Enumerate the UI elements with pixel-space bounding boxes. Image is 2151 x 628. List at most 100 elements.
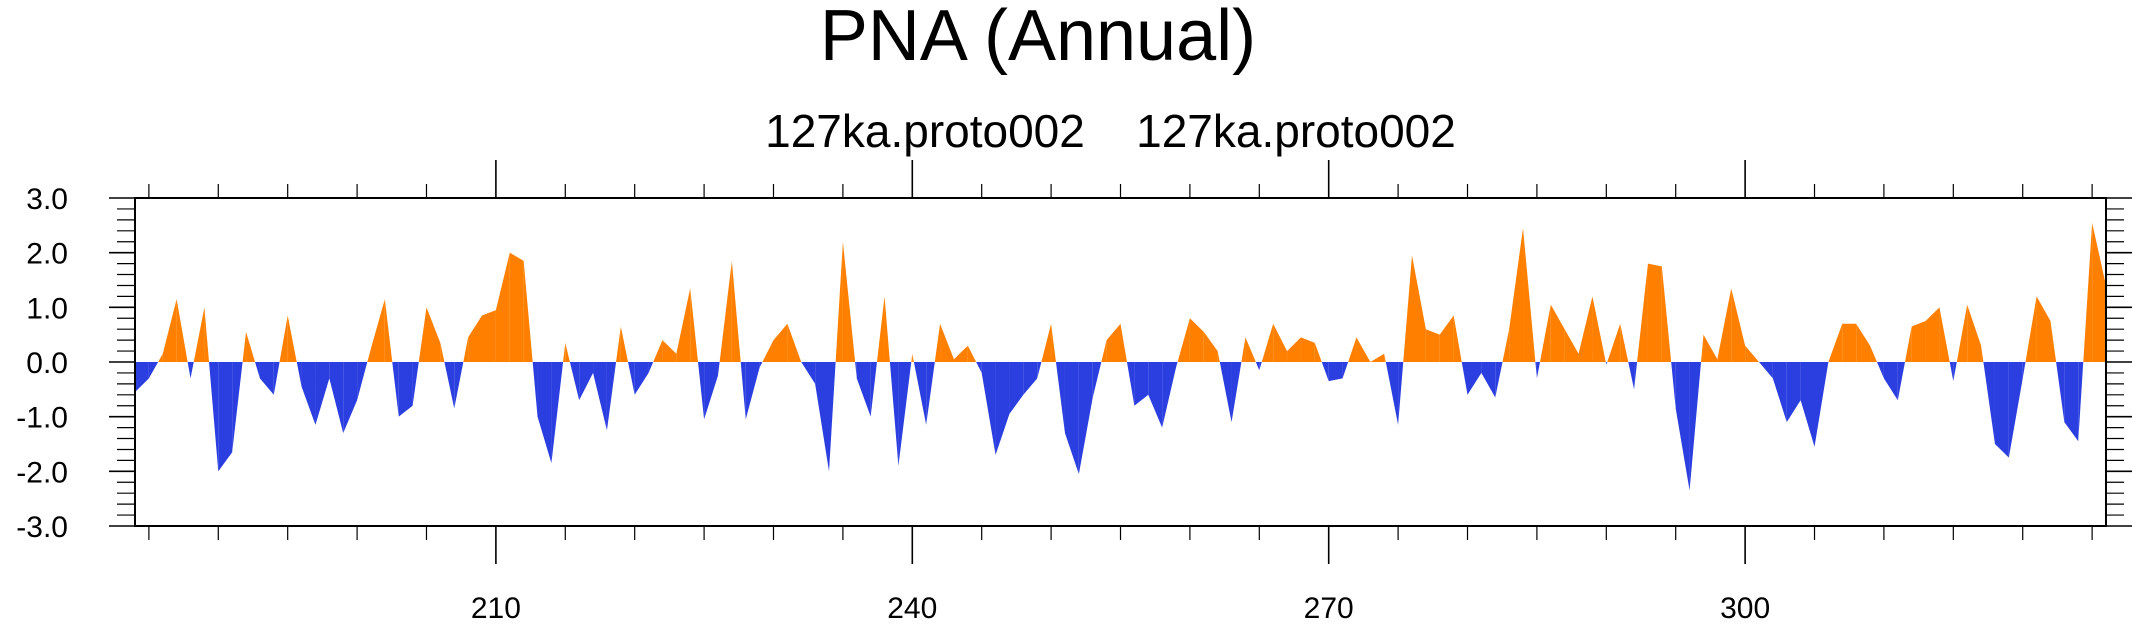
area-segment-54 bbox=[634, 362, 649, 395]
area-segment-83 bbox=[911, 353, 913, 362]
area-segment-98 bbox=[1051, 323, 1056, 362]
area-segment-200 bbox=[2064, 362, 2079, 442]
area-segment-76 bbox=[855, 362, 857, 379]
area-segment-147 bbox=[1535, 362, 1537, 379]
x-tick-label-2: 270 bbox=[1304, 592, 1354, 625]
area-segment-179 bbox=[1870, 345, 1877, 362]
area-segment-175 bbox=[1814, 362, 1829, 447]
area-segment-32 bbox=[426, 307, 441, 362]
area-segment-164 bbox=[1675, 362, 1690, 491]
area-segment-78 bbox=[870, 362, 877, 417]
area-segment-170 bbox=[1745, 345, 1759, 362]
area-segment-24 bbox=[357, 362, 368, 401]
plot-frame bbox=[134, 197, 2107, 527]
area-segment-152 bbox=[1578, 296, 1593, 362]
area-segment-177 bbox=[1842, 323, 1857, 362]
area-segment-110 bbox=[1176, 362, 1178, 368]
area-segment-150 bbox=[1550, 304, 1565, 362]
area-segment-45 bbox=[563, 342, 566, 362]
area-segment-21 bbox=[315, 362, 330, 425]
area-segment-139 bbox=[1453, 315, 1462, 362]
area-segment-198 bbox=[2050, 321, 2057, 362]
area-segment-191 bbox=[1981, 345, 1984, 362]
area-segment-178 bbox=[1856, 323, 1871, 362]
area-segment-77 bbox=[856, 362, 871, 417]
area-segment-91 bbox=[976, 362, 982, 373]
area-segment-15 bbox=[259, 362, 274, 395]
area-segment-97 bbox=[1041, 323, 1052, 362]
area-segment-10 bbox=[218, 362, 233, 472]
area-segment-67 bbox=[759, 362, 763, 368]
area-segment-180 bbox=[1876, 362, 1884, 379]
area-segment-2 bbox=[158, 353, 163, 362]
area-segment-171 bbox=[1758, 362, 1773, 379]
area-segment-62 bbox=[717, 362, 720, 376]
area-segment-189 bbox=[1956, 304, 1968, 362]
area-segment-124 bbox=[1300, 337, 1315, 362]
area-segment-14 bbox=[255, 362, 260, 379]
area-segment-115 bbox=[1219, 362, 1232, 423]
area-segment-140 bbox=[1461, 362, 1468, 395]
area-segment-193 bbox=[1994, 362, 2009, 458]
area-segment-26 bbox=[370, 299, 385, 362]
area-segment-138 bbox=[1439, 315, 1454, 362]
area-segment-117 bbox=[1241, 337, 1246, 362]
area-segment-81 bbox=[889, 362, 899, 466]
area-segment-35 bbox=[454, 362, 464, 409]
area-segment-80 bbox=[884, 296, 890, 362]
area-segment-166 bbox=[1701, 334, 1704, 362]
area-segment-158 bbox=[1628, 362, 1635, 390]
x-tick-label-1: 240 bbox=[887, 592, 937, 625]
area-segment-30 bbox=[412, 362, 419, 406]
area-segment-186 bbox=[1939, 307, 1950, 362]
area-segment-100 bbox=[1064, 362, 1079, 475]
area-segment-113 bbox=[1203, 331, 1218, 362]
area-segment-64 bbox=[731, 260, 741, 362]
area-segment-173 bbox=[1786, 362, 1801, 423]
area-segment-142 bbox=[1481, 362, 1496, 398]
chart-subtitle-right: 127ka.proto002 bbox=[1136, 105, 1456, 157]
x-axis-tick-labels: 210 240 270 300 bbox=[471, 592, 1770, 625]
area-segment-176 bbox=[1828, 323, 1843, 362]
area-segment-17 bbox=[279, 315, 288, 362]
area-segment-123 bbox=[1287, 337, 1301, 362]
area-segment-167 bbox=[1703, 334, 1718, 362]
area-segment-165 bbox=[1689, 362, 1702, 491]
area-segment-25 bbox=[367, 348, 371, 362]
area-segment-29 bbox=[398, 362, 413, 417]
area-segment-172 bbox=[1772, 362, 1787, 423]
area-segment-196 bbox=[2025, 296, 2037, 362]
area-segment-85 bbox=[913, 362, 927, 425]
area-segment-203 bbox=[2092, 222, 2106, 362]
area-segment-162 bbox=[1661, 266, 1672, 362]
area-segment-82 bbox=[898, 362, 912, 466]
area-segment-133 bbox=[1385, 362, 1399, 425]
area-segment-146 bbox=[1523, 228, 1536, 362]
area-segment-109 bbox=[1162, 362, 1177, 428]
area-segment-106 bbox=[1126, 362, 1135, 406]
major-ticks bbox=[109, 160, 2132, 564]
area-segment-88 bbox=[940, 323, 954, 362]
area-segment-34 bbox=[444, 362, 455, 409]
area-segment-43 bbox=[537, 362, 552, 464]
area-segment-201 bbox=[2078, 362, 2084, 442]
area-segment-41 bbox=[523, 260, 533, 362]
area-segment-128 bbox=[1342, 362, 1349, 379]
area-segment-87 bbox=[934, 323, 941, 362]
area-segment-68 bbox=[762, 340, 774, 362]
area-segment-149 bbox=[1539, 304, 1551, 362]
chart-title: PNA (Annual) bbox=[820, 0, 1256, 76]
area-segment-19 bbox=[296, 362, 302, 387]
y-tick-label-5: -2.0 bbox=[16, 456, 68, 489]
area-segment-44 bbox=[551, 362, 564, 464]
area-segment-105 bbox=[1120, 323, 1127, 362]
area-segment-161 bbox=[1647, 263, 1662, 362]
area-segment-36 bbox=[463, 337, 469, 362]
area-segment-66 bbox=[745, 362, 760, 420]
area-segment-160 bbox=[1637, 263, 1648, 362]
area-segment-5 bbox=[187, 362, 191, 379]
x-tick-label-0: 210 bbox=[471, 592, 521, 625]
y-axis-tick-labels: 3.0 2.0 1.0 0.0 -1.0 -2.0 -3.0 bbox=[16, 183, 68, 544]
area-segment-141 bbox=[1467, 362, 1482, 395]
area-segment-38 bbox=[482, 310, 496, 362]
